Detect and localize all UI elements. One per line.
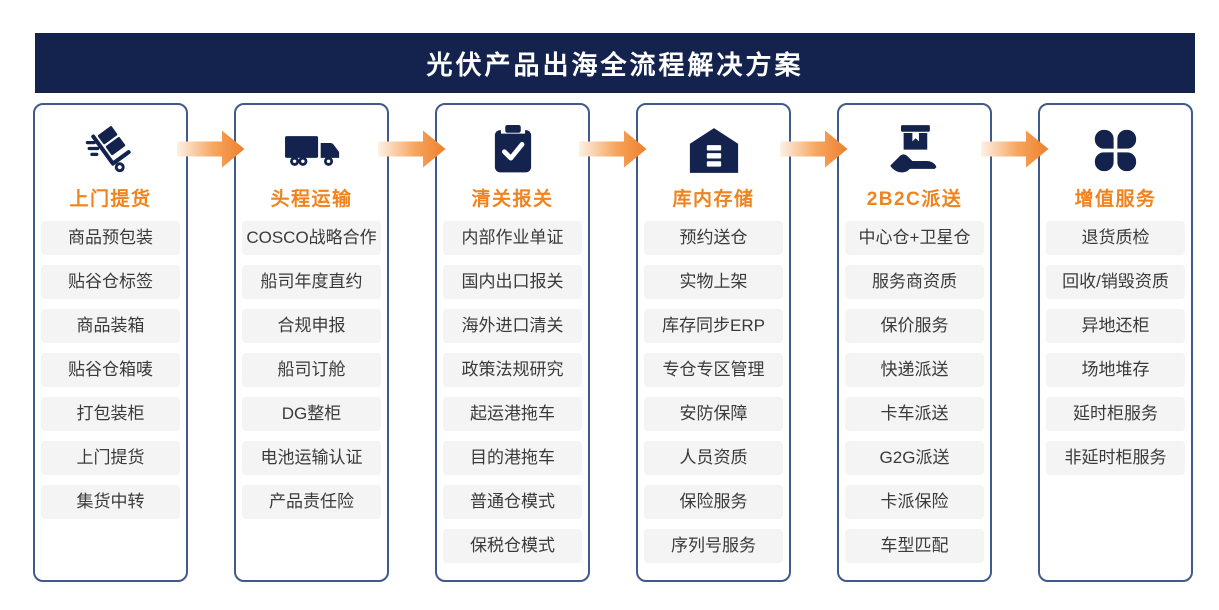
column-title: 2B2C派送: [866, 189, 963, 210]
column-title: 库内存储: [672, 189, 755, 210]
service-list: 内部作业单证 国内出口报关 海外进口清关 政策法规研究 起运港拖车目的港拖车普通仓模式保…: [437, 221, 588, 563]
column-title: 上门提货: [69, 189, 152, 210]
service-item: 贴谷仓标签: [41, 265, 180, 299]
column-pickup: 上门提货 商品预包装 贴谷仓标签 商品装箱 贴谷仓箱唛 打包装柜 上门提货 集货中转: [33, 103, 188, 582]
service-item: 快递派送: [845, 353, 984, 387]
service-item: 国内出口报关: [443, 265, 582, 299]
hand-truck-icon: [35, 121, 186, 179]
service-item: 贴谷仓箱唛: [41, 353, 180, 387]
page-title: 光伏产品出海全流程解决方案: [35, 33, 1195, 93]
clover-icon: [1040, 121, 1191, 179]
service-item: 预约送仓: [644, 221, 783, 255]
service-item: 合规申报: [242, 309, 381, 343]
flow-arrow: [981, 129, 1049, 169]
service-item: 目的港拖车: [443, 441, 582, 475]
service-item: 安防保障: [644, 397, 783, 431]
service-item: 卡派保险: [845, 485, 984, 519]
service-item: 普通仓模式: [443, 485, 582, 519]
service-item: 商品预包装: [41, 221, 180, 255]
service-item: 延时柜服务: [1046, 397, 1185, 431]
service-item: 实物上架: [644, 265, 783, 299]
warehouse-icon: [638, 121, 789, 179]
service-item: 序列号服务: [644, 529, 783, 563]
service-item: 专仓专区管理: [644, 353, 783, 387]
hand-holding-box-icon: [839, 121, 990, 179]
service-item: 人员资质: [644, 441, 783, 475]
service-item: 服务商资质: [845, 265, 984, 299]
service-item: 场地堆存: [1046, 353, 1185, 387]
column-title: 增值服务: [1074, 189, 1157, 210]
service-item: 保价服务: [845, 309, 984, 343]
service-item: 船司年度直约: [242, 265, 381, 299]
service-item: DG整柜: [242, 397, 381, 431]
service-item: 电池运输认证: [242, 441, 381, 475]
column-warehouse-storage: 库内存储 预约送仓实物上架库存同步ERP 专仓专区管理 安防保障人员资质保险服务序列…: [636, 103, 791, 582]
service-item: 船司订舱: [242, 353, 381, 387]
column-first-mile-transport: 头程运输 COSCO战略合作 船司年度直约 合规申报船司订舱 DG整柜电池运输认证 产品…: [234, 103, 389, 582]
service-item: 上门提货: [41, 441, 180, 475]
service-item: 政策法规研究: [443, 353, 582, 387]
clipboard-check-icon: [437, 121, 588, 179]
service-item: 车型匹配: [845, 529, 984, 563]
truck-icon: [236, 121, 387, 179]
column-title: 头程运输: [270, 189, 353, 210]
process-columns: 上门提货 商品预包装 贴谷仓标签 商品装箱 贴谷仓箱唛 打包装柜 上门提货 集货中转 头程运…: [33, 103, 1193, 582]
flow-arrow: [177, 129, 245, 169]
service-list: COSCO战略合作 船司年度直约 合规申报船司订舱 DG整柜电池运输认证 产品责任险: [236, 221, 387, 519]
column-2b2c-delivery: 2B2C派送 中心仓+卫星仓 服务商资质保价服务快递派送卡车派送 G2G派送卡派保险…: [837, 103, 992, 582]
service-item: 卡车派送: [845, 397, 984, 431]
service-item: 产品责任险: [242, 485, 381, 519]
flow-arrow: [579, 129, 647, 169]
service-item: 中心仓+卫星仓: [845, 221, 984, 255]
service-item: 打包装柜: [41, 397, 180, 431]
service-item: 集货中转: [41, 485, 180, 519]
service-item: COSCO战略合作: [242, 221, 381, 255]
column-title: 清关报关: [471, 189, 554, 210]
service-item: 起运港拖车: [443, 397, 582, 431]
service-list: 预约送仓实物上架库存同步ERP 专仓专区管理 安防保障人员资质保险服务序列号服务: [638, 221, 789, 563]
service-item: 库存同步ERP: [644, 309, 783, 343]
service-item: 回收/销毁资质: [1046, 265, 1185, 299]
column-customs-clearance: 清关报关 内部作业单证 国内出口报关 海外进口清关 政策法规研究 起运港拖车目的港拖车普…: [435, 103, 590, 582]
flow-arrow: [780, 129, 848, 169]
service-list: 中心仓+卫星仓 服务商资质保价服务快递派送卡车派送 G2G派送卡派保险车型匹配: [839, 221, 990, 563]
service-list: 退货质检回收/销毁资质 异地还柜场地堆存延时柜服务非延时柜服务: [1040, 221, 1191, 475]
service-item: G2G派送: [845, 441, 984, 475]
service-item: 内部作业单证: [443, 221, 582, 255]
service-item: 海外进口清关: [443, 309, 582, 343]
service-item: 商品装箱: [41, 309, 180, 343]
service-item: 异地还柜: [1046, 309, 1185, 343]
column-value-added-services: 增值服务 退货质检回收/销毁资质 异地还柜场地堆存延时柜服务非延时柜服务: [1038, 103, 1193, 582]
service-item: 非延时柜服务: [1046, 441, 1185, 475]
service-item: 退货质检: [1046, 221, 1185, 255]
flow-arrow: [378, 129, 446, 169]
service-list: 商品预包装贴谷仓标签商品装箱贴谷仓箱唛打包装柜上门提货集货中转: [35, 221, 186, 519]
service-item: 保税仓模式: [443, 529, 582, 563]
service-item: 保险服务: [644, 485, 783, 519]
